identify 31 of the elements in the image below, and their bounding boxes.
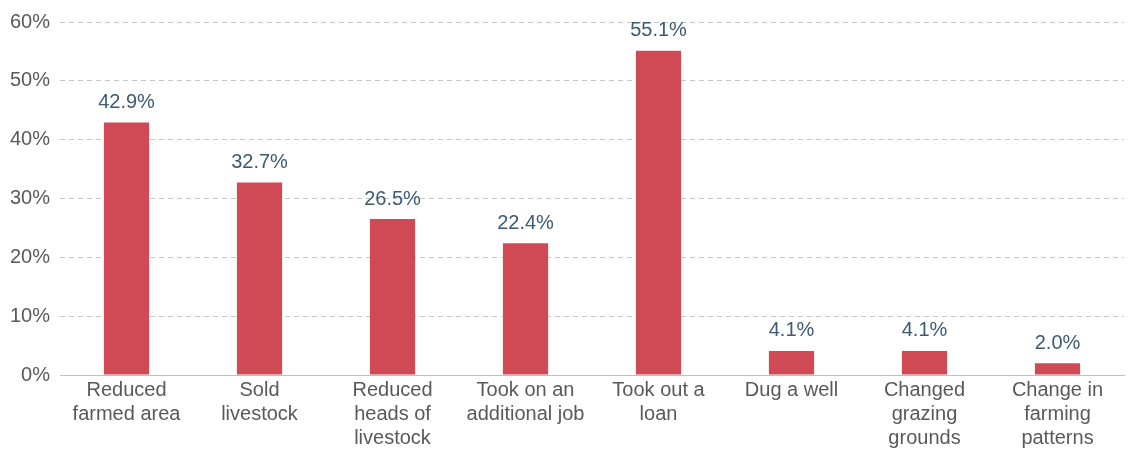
x-tick-label: Took out a loan — [612, 377, 706, 424]
y-tick-label: 40% — [10, 127, 51, 150]
x-tick-label: Changed grazing grounds — [883, 377, 966, 448]
bar — [768, 350, 815, 375]
x-tick-label: Sold livestock — [221, 377, 299, 424]
bar — [1034, 363, 1081, 375]
y-tick-label: 30% — [10, 186, 51, 209]
x-tick-label: Reduced heads of livestock — [352, 377, 433, 448]
bar — [236, 182, 283, 375]
bar — [502, 243, 549, 375]
y-tick-label: 50% — [10, 68, 51, 91]
x-tick-label: Reduced farmed area — [72, 377, 182, 424]
y-tick-label: 20% — [10, 244, 51, 267]
x-tick-label: Change in farming patterns — [1011, 377, 1104, 448]
y-tick-label: 0% — [21, 362, 51, 385]
data-label: 4.1% — [901, 318, 948, 341]
data-label: 42.9% — [98, 90, 156, 113]
data-label: 22.4% — [497, 210, 555, 233]
data-label: 4.1% — [768, 318, 815, 341]
y-tick-label: 10% — [10, 303, 51, 326]
x-tick-label: Dug a well — [744, 377, 839, 400]
bar — [635, 50, 682, 375]
data-label: 55.1% — [630, 18, 688, 41]
data-label: 26.5% — [364, 186, 422, 209]
y-tick-label: 60% — [10, 9, 51, 32]
x-tick-label: Took on an additional job — [466, 377, 585, 424]
bar — [369, 219, 416, 375]
data-label: 2.0% — [1034, 330, 1081, 353]
bar — [103, 122, 150, 375]
bar — [901, 350, 948, 375]
data-label: 32.7% — [231, 150, 289, 173]
